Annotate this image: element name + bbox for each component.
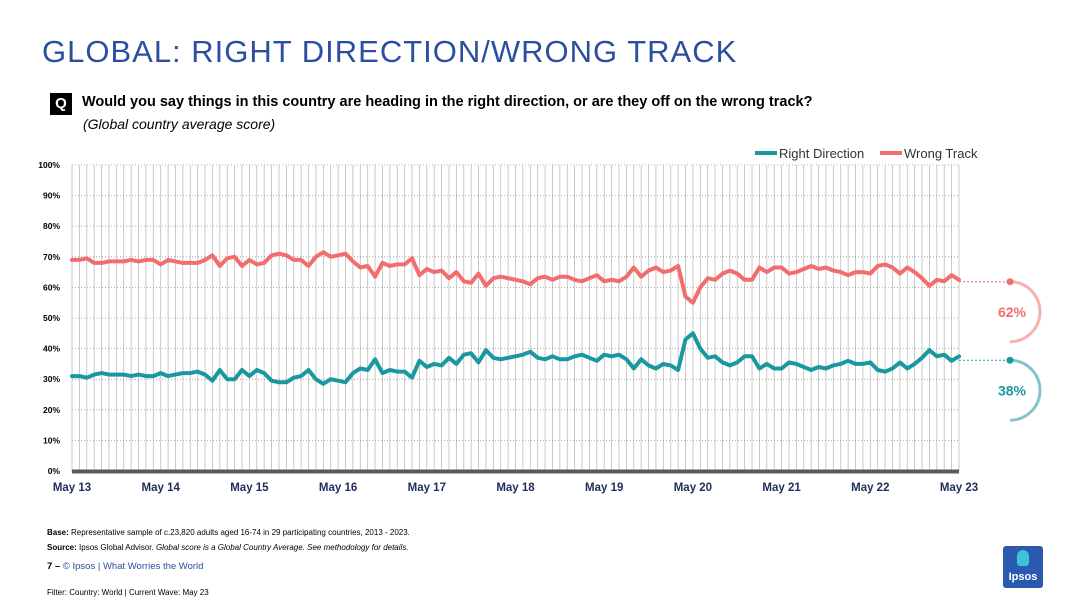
base-note: Base: Representative sample of c.23,820 … bbox=[47, 528, 410, 537]
legend-label: Right Direction bbox=[779, 146, 864, 161]
question-text: Would you say things in this country are… bbox=[82, 94, 813, 110]
chart-grid bbox=[71, 164, 960, 472]
y-tick-label: 0% bbox=[48, 466, 61, 476]
y-tick-label: 10% bbox=[43, 435, 60, 445]
question-badge: Q bbox=[50, 93, 72, 115]
x-axis: May 13 May 14 May 15 May 16 May 17 May 18 May … bbox=[53, 469, 978, 494]
y-tick-label: 70% bbox=[43, 252, 60, 262]
callout-arc bbox=[1009, 358, 1042, 422]
page-footer: 7 – © Ipsos | What Worries the World bbox=[47, 561, 204, 572]
y-tick-label: 40% bbox=[43, 344, 60, 354]
legend-label: Wrong Track bbox=[904, 146, 978, 161]
x-tick-label: May 14 bbox=[142, 482, 181, 494]
y-axis: 0% 10% 20% 30% 40% 50% 60% 70% 80% 90% 100% bbox=[38, 160, 60, 476]
line-chart: 0% 10% 20% 30% 40% 50% 60% 70% 80% 90% 100% May 13… bbox=[38, 146, 1042, 494]
x-tick-label: May 18 bbox=[496, 482, 535, 494]
y-tick-label: 90% bbox=[43, 191, 60, 201]
x-tick-label: May 19 bbox=[585, 482, 623, 494]
series-line-wrong-track bbox=[70, 250, 961, 305]
chart-legend: Right Direction Wrong Track bbox=[755, 146, 978, 161]
x-tick-label: May 23 bbox=[940, 482, 978, 494]
question-subtitle: (Global country average score) bbox=[83, 116, 276, 132]
x-tick-label: May 22 bbox=[851, 482, 889, 494]
x-tick-label: May 21 bbox=[762, 482, 801, 494]
y-tick-label: 50% bbox=[43, 313, 60, 323]
filter-note: Filter: Country: World | Current Wave: M… bbox=[47, 588, 209, 597]
series-line-right-direction bbox=[70, 331, 961, 386]
x-tick-label: May 13 bbox=[53, 482, 91, 494]
x-axis-line bbox=[72, 469, 959, 474]
y-tick-label: 80% bbox=[43, 221, 60, 231]
y-tick-label: 100% bbox=[38, 160, 60, 170]
x-tick-label: May 17 bbox=[408, 482, 446, 494]
callout-arc bbox=[1009, 280, 1042, 344]
ipsos-logo: Ipsos bbox=[1003, 546, 1043, 588]
x-tick-label: May 20 bbox=[674, 482, 712, 494]
chart-series bbox=[70, 250, 961, 386]
page-number: 7 bbox=[47, 561, 53, 572]
end-value-label: 62% bbox=[998, 304, 1027, 320]
x-tick-label: May 15 bbox=[230, 482, 269, 494]
source-note: Source: Ipsos Global Advisor. Global sco… bbox=[47, 543, 409, 552]
end-value-callouts: 38% 62% bbox=[959, 278, 1042, 422]
page-title: GLOBAL: RIGHT DIRECTION/WRONG TRACK bbox=[42, 34, 738, 69]
copyright-text: © Ipsos | What Worries the World bbox=[62, 561, 204, 572]
x-tick-label: May 16 bbox=[319, 482, 357, 494]
y-tick-label: 20% bbox=[43, 405, 60, 415]
y-tick-label: 60% bbox=[43, 282, 60, 292]
end-value-label: 38% bbox=[998, 382, 1027, 398]
y-tick-label: 30% bbox=[43, 374, 60, 384]
